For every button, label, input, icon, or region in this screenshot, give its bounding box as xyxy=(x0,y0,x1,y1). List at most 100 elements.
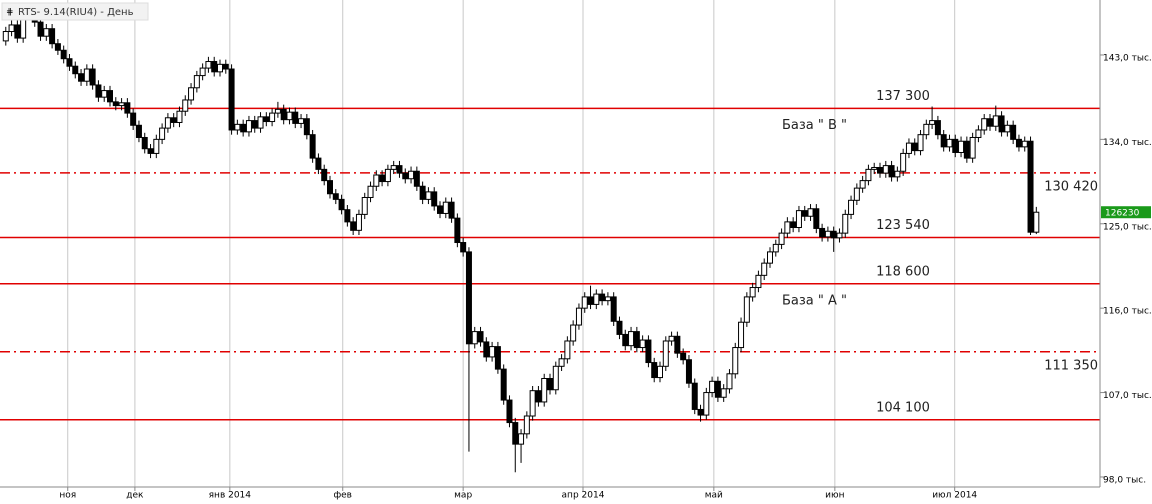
candle-body xyxy=(315,157,322,170)
candle-body xyxy=(697,408,704,416)
candle-body xyxy=(778,232,785,245)
candle-body xyxy=(188,87,195,101)
candle-body xyxy=(813,208,820,229)
candle-body xyxy=(795,210,802,229)
candle-body xyxy=(274,108,281,114)
candle-body xyxy=(604,296,611,302)
candle-body xyxy=(755,274,762,289)
candle-body xyxy=(599,293,606,302)
candle-body xyxy=(89,68,96,86)
candle-body xyxy=(72,65,79,75)
level-label: 104 100 xyxy=(876,400,930,415)
candle-body xyxy=(587,296,594,305)
candle-body xyxy=(14,24,21,39)
candle-body xyxy=(720,388,727,398)
level-label: 130 420 xyxy=(1044,179,1098,194)
candle-body xyxy=(900,152,907,172)
candle-body xyxy=(164,117,171,129)
candle-body xyxy=(622,333,629,347)
candle-body xyxy=(390,165,397,170)
last-price-label: 126230 xyxy=(1105,209,1140,219)
chart-title: RTS- 9.14(RIU4) - День xyxy=(18,7,134,18)
candle-body xyxy=(489,346,496,358)
candle-body xyxy=(877,166,883,174)
candle-body xyxy=(743,296,750,323)
candle-body xyxy=(130,112,137,126)
candle-body xyxy=(454,217,461,244)
candle-body xyxy=(350,221,357,231)
candle-body xyxy=(373,174,380,187)
candle-body xyxy=(749,287,756,298)
x-tick-label: янв 2014 xyxy=(209,491,252,501)
candle-body xyxy=(633,331,640,349)
candle-body xyxy=(830,230,837,239)
candle-body xyxy=(500,368,507,401)
candle-body xyxy=(355,213,362,231)
candle-body xyxy=(8,24,15,33)
candle-body xyxy=(211,61,218,73)
candle-body xyxy=(882,165,889,174)
candle-body xyxy=(303,118,310,136)
candle-body xyxy=(628,331,635,347)
candle-body xyxy=(269,112,276,123)
candle-body xyxy=(367,185,374,199)
candle-body xyxy=(60,49,67,60)
x-tick-label: мар xyxy=(454,491,472,501)
candle-body xyxy=(182,99,189,112)
axes: ноя дек янв 2014 фев мар апр 2014 май июн июл 20… xyxy=(59,53,1151,500)
candle-body xyxy=(859,180,866,189)
candle-body xyxy=(309,134,316,159)
candle-body xyxy=(761,262,768,276)
candle-body xyxy=(790,221,797,229)
candle-body xyxy=(205,61,212,69)
candle-body xyxy=(662,340,669,367)
candle-body xyxy=(981,118,988,131)
title-background xyxy=(1,2,149,21)
candle-body xyxy=(1021,140,1028,148)
level-label: 123 540 xyxy=(876,218,930,233)
x-tick-label: май xyxy=(705,491,723,501)
candle-body xyxy=(657,365,663,379)
candle-body xyxy=(865,168,872,182)
candle-body xyxy=(639,339,646,349)
candle-body xyxy=(384,168,391,183)
candle-body xyxy=(465,251,472,345)
candle-body xyxy=(43,28,50,37)
candle-body xyxy=(529,390,536,417)
candle-body xyxy=(141,136,148,150)
candle-body xyxy=(738,321,745,349)
candle-body xyxy=(801,210,808,217)
candle-body xyxy=(1015,138,1022,148)
candle-body xyxy=(888,165,895,178)
x-tick-label: июл 2014 xyxy=(932,491,977,501)
candle-body xyxy=(547,377,553,391)
x-tick-label: июн xyxy=(825,491,844,501)
candle-body xyxy=(477,331,484,343)
y-tick-label: 116,0 тыс. xyxy=(1103,307,1152,317)
candle-body xyxy=(558,358,565,367)
candle-body xyxy=(917,134,924,152)
candle-body xyxy=(506,399,513,424)
candle-body xyxy=(280,108,287,121)
candle-body xyxy=(408,170,415,180)
candle-body xyxy=(674,335,681,354)
candle-body xyxy=(338,198,345,211)
candle-body xyxy=(784,221,791,234)
candle-body xyxy=(709,380,716,394)
candle-body xyxy=(767,251,773,264)
candle-body xyxy=(49,28,56,45)
candle-body xyxy=(425,191,432,200)
candle-body xyxy=(616,320,623,335)
candle-body xyxy=(135,124,142,138)
candle-body xyxy=(946,138,953,148)
candle-body xyxy=(714,380,721,398)
candle-body xyxy=(494,346,501,370)
candle-body xyxy=(732,347,739,375)
title-icon: ⋕ xyxy=(6,8,14,18)
candle-body xyxy=(987,118,993,127)
candle-body xyxy=(107,90,113,103)
candle-body xyxy=(147,148,154,154)
candle-body xyxy=(396,165,403,174)
candle-body xyxy=(703,392,710,416)
